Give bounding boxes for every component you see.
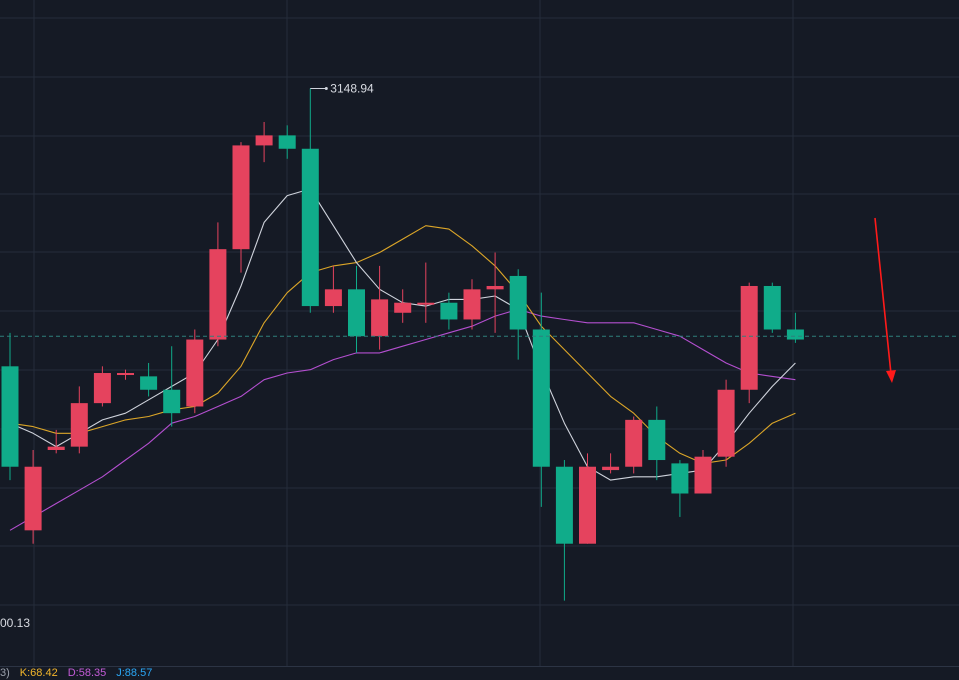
candle-body-33 (763, 285, 781, 330)
candle-body-27 (625, 419, 643, 467)
candle-body-16 (371, 299, 389, 337)
candle-body-3 (70, 403, 88, 447)
candle-body-12 (278, 135, 296, 149)
candle-body-9 (209, 249, 227, 340)
candle-body-19 (440, 302, 458, 320)
high-price-label: 3148.94 (330, 82, 374, 96)
candle-body-1 (24, 466, 42, 531)
candle-body-7 (163, 389, 181, 414)
low-price-label: 00.13 (0, 616, 30, 630)
candle-body-28 (648, 419, 666, 461)
indicator-label-1: K:68.42 (19, 667, 58, 679)
candle-body-25 (579, 466, 596, 544)
candle-body-23 (532, 329, 550, 467)
candle-body-18 (417, 302, 435, 305)
candle-body-2 (47, 446, 65, 450)
candle-body-5 (117, 373, 134, 376)
candle-body-30 (694, 456, 712, 494)
candle-body-31 (717, 389, 735, 457)
candle-body-21 (486, 285, 504, 290)
indicator-bar: 3) K:68.42 D:58.35 J:88.57 (0, 666, 959, 680)
candle-body-6 (140, 376, 158, 390)
candle-body-4 (93, 373, 111, 404)
candle-body-13 (301, 148, 319, 307)
indicator-label-2: D:58.35 (67, 667, 107, 679)
candle-body-17 (394, 302, 412, 313)
candle-body-26 (602, 466, 620, 471)
candle-body-8 (186, 339, 204, 407)
indicator-label-3: J:88.57 (116, 667, 153, 679)
indicator-label-0: 3) (0, 667, 10, 679)
ma-line-purple (9, 308, 796, 531)
candle-body-32 (740, 285, 758, 390)
candle-body-15 (348, 289, 365, 337)
candle-body-0 (1, 366, 19, 467)
candle-body-24 (555, 466, 573, 544)
candle-body-34 (786, 329, 804, 340)
candle-body-20 (463, 289, 481, 320)
candle-body-29 (671, 463, 689, 494)
high-pointer-dot (324, 87, 328, 91)
annotation-arrow-shaft (874, 217, 892, 375)
candle-body-22 (509, 275, 527, 330)
annotation-arrow-head (886, 370, 896, 383)
candle-body-11 (255, 135, 273, 146)
candle-body-10 (232, 145, 250, 250)
candle-body-14 (324, 289, 342, 307)
